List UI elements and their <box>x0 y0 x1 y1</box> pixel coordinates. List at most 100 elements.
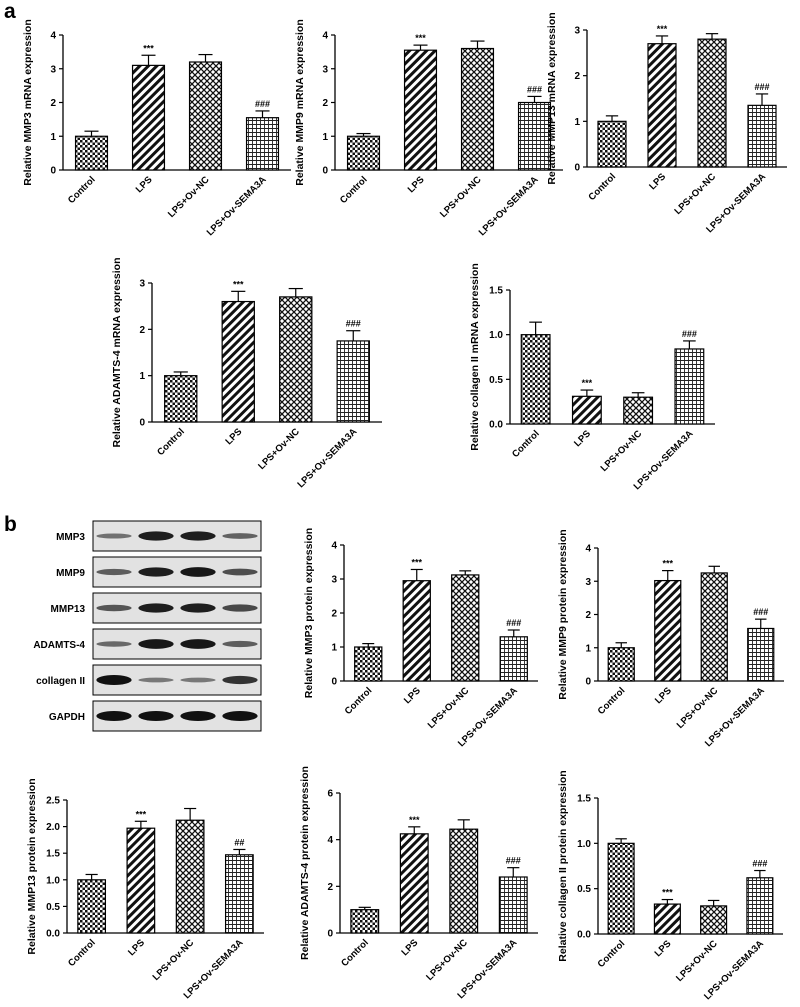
significance-label: *** <box>415 33 426 43</box>
y-tick-label: 2.0 <box>46 822 60 833</box>
significance-label: ### <box>346 319 361 329</box>
significance-label: *** <box>409 815 420 825</box>
y-tick-label: 1 <box>139 371 145 382</box>
blot-band <box>180 531 216 541</box>
y-tick-label: 3 <box>322 64 328 75</box>
y-tick-label: 3 <box>331 575 337 586</box>
significance-label: *** <box>143 43 154 53</box>
y-tick-label: 0 <box>574 163 580 174</box>
category-label: Control <box>596 685 628 717</box>
blot-band <box>180 603 216 613</box>
blot-band <box>96 641 132 647</box>
y-tick-label: 6 <box>327 789 333 800</box>
blot-band <box>222 533 258 539</box>
chart-5: 0.0 0.5 1.0 1.5 Relative collagen II mRNA ex… <box>469 263 715 492</box>
category-label: LPS+Ov-NC <box>256 426 302 472</box>
y-tick-label: 4 <box>322 31 328 42</box>
category-label: LPS <box>402 685 423 706</box>
blot-band <box>180 567 216 577</box>
y-tick-label: 2 <box>331 609 337 620</box>
y-tick-label: 1.5 <box>577 794 591 805</box>
y-tick-label: 2 <box>139 325 145 336</box>
blot-band <box>222 711 258 721</box>
category-label: LPS+Ov-NC <box>438 174 484 220</box>
category-label: Control <box>343 685 375 717</box>
y-tick-label: 2 <box>327 882 333 893</box>
category-label: LPS+Ov-NC <box>599 428 645 474</box>
significance-label: ### <box>506 856 521 866</box>
significance-label: *** <box>233 279 244 289</box>
panel-label-a: a <box>4 0 16 23</box>
significance-label: *** <box>657 24 668 34</box>
bar-lps-ov-sema3a <box>245 117 280 171</box>
y-tick-label: 0.0 <box>577 930 591 941</box>
category-label: LPS <box>406 174 427 195</box>
significance-label: *** <box>662 559 673 569</box>
y-tick-label: 3 <box>574 26 580 37</box>
y-tick-label: 0.0 <box>46 929 60 940</box>
bar-lps <box>403 49 438 171</box>
blot-row-label: MMP9 <box>56 568 85 579</box>
chart-3: 0 1 2 3 Relative MMP13 mRNA expression Contro… <box>546 12 787 235</box>
bar-lps-ov-sema3a <box>224 854 254 934</box>
category-label: LPS <box>400 937 421 958</box>
blot-row-gapdh: GAPDH <box>49 700 262 732</box>
bar-lps-ov-sema3a <box>747 104 777 168</box>
bar-control <box>354 646 383 682</box>
significance-label: ### <box>752 859 767 869</box>
chart-10: 0.0 0.5 1.0 1.5 Relative collagen II protein… <box>557 770 783 1002</box>
y-tick-label: 1 <box>50 132 56 143</box>
y-tick-label: 1 <box>331 643 337 654</box>
significance-label: *** <box>662 888 673 898</box>
blot-row-mmp9: MMP9 <box>56 556 262 588</box>
significance-label: ### <box>255 99 270 109</box>
blot-band <box>96 711 132 721</box>
bar-lps-ov-nc <box>279 296 313 423</box>
y-axis-label: Relative ADAMTS-4 protein expression <box>299 766 311 960</box>
y-tick-label: 2 <box>322 98 328 109</box>
blot-band <box>96 675 132 685</box>
blot-row-label: MMP13 <box>51 604 86 615</box>
y-tick-label: 1 <box>322 132 328 143</box>
chart-2: 0 1 2 3 4 Relative MMP9 mRNA expression Contro… <box>294 19 563 238</box>
y-axis-label: Relative MMP3 protein expression <box>303 528 315 698</box>
bar-lps <box>654 579 682 682</box>
y-tick-label: 1.5 <box>489 286 503 297</box>
blot-row-label: MMP3 <box>56 532 85 543</box>
y-axis-label: Relative MMP9 protein expression <box>557 529 569 699</box>
y-tick-label: 4 <box>327 835 333 846</box>
bar-lps-ov-sema3a <box>747 627 775 682</box>
bar-control <box>346 135 381 171</box>
blot-band <box>96 568 132 576</box>
y-axis-label: Relative MMP9 mRNA expression <box>294 19 306 186</box>
y-axis-label: Relative collagen II mRNA expression <box>469 263 481 451</box>
blot-row-label: GAPDH <box>49 712 85 723</box>
blot-row-collagen-ii: collagen II <box>36 664 262 696</box>
category-label: LPS+Ov-SEMA3A <box>477 174 541 238</box>
blot-band <box>222 675 258 685</box>
blot-band <box>138 711 174 721</box>
bar-lps <box>647 43 677 168</box>
category-label: LPS <box>134 174 155 195</box>
category-label: Control <box>339 937 371 969</box>
y-tick-label: 0 <box>327 929 333 940</box>
category-label: LPS <box>126 937 147 958</box>
category-label: Control <box>596 938 628 970</box>
bar-control <box>520 334 551 425</box>
significance-label: *** <box>136 809 147 819</box>
blot-row-mmp13: MMP13 <box>51 592 262 624</box>
bar-lps-ov-nc <box>700 572 728 682</box>
y-axis-label: Relative MMP13 mRNA expression <box>546 12 558 184</box>
y-tick-label: 0.5 <box>489 375 503 386</box>
bar-lps-ov-nc <box>188 61 223 171</box>
bar-control <box>597 120 627 168</box>
category-label: Control <box>586 171 618 203</box>
blot-row-label: collagen II <box>36 676 85 687</box>
blot-row-mmp3: MMP3 <box>56 520 262 552</box>
category-label: Control <box>510 428 542 460</box>
blot-band <box>180 639 216 649</box>
y-tick-label: 4 <box>585 544 591 555</box>
significance-label: ### <box>527 84 542 94</box>
bar-lps-ov-nc <box>623 396 654 425</box>
